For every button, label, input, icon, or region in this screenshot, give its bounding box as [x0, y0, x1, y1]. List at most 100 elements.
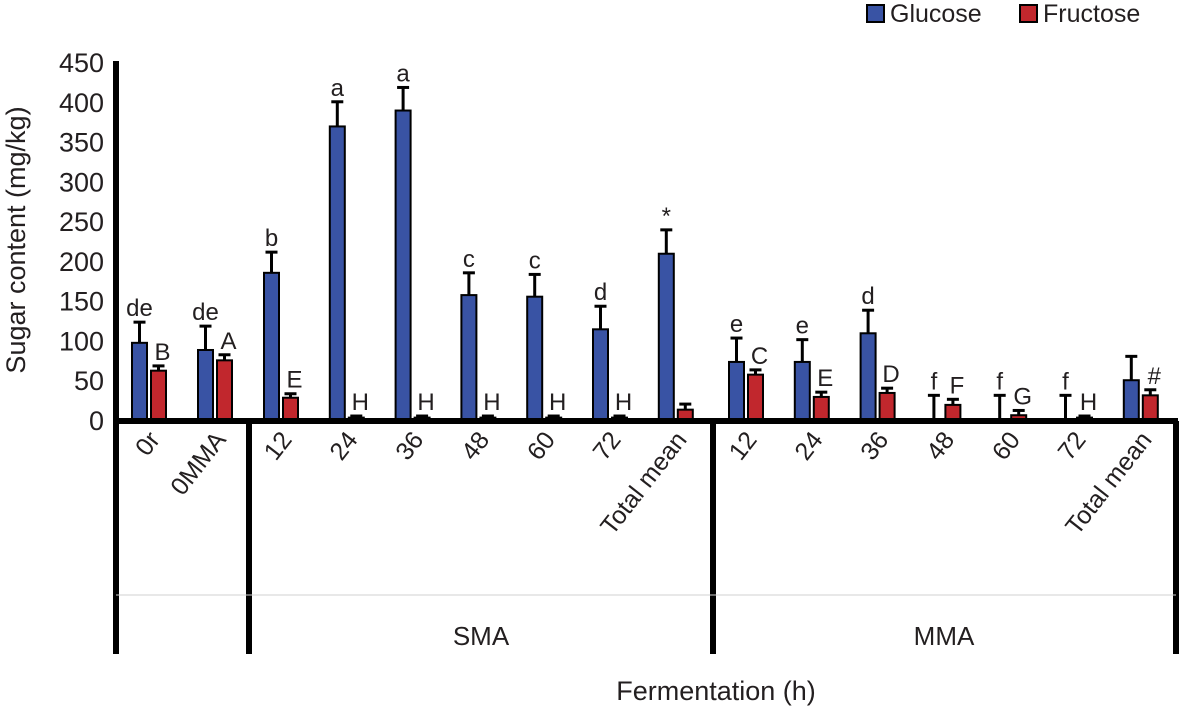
bar-fructose: B	[150, 339, 171, 422]
bar-glucose: *	[657, 203, 675, 421]
bar-rect	[282, 396, 299, 422]
y-tick-label: 250	[59, 207, 104, 237]
bar-glucose: f	[927, 368, 940, 420]
significance-label: d	[861, 283, 874, 310]
y-tick-label: 350	[59, 128, 104, 158]
bar-fructose: G	[1010, 383, 1032, 421]
x-tick-label: 72	[588, 426, 627, 465]
bar-glucose: f	[1059, 368, 1072, 420]
bar-fructose: #	[1141, 363, 1162, 421]
bar-fructose: E	[282, 367, 303, 422]
x-tick-label: 60	[522, 426, 561, 465]
bar-fructose: D	[878, 361, 900, 421]
significance-label: de	[192, 299, 219, 326]
bar-rect	[859, 332, 877, 422]
bar-rect	[812, 395, 830, 422]
significance-label: e	[796, 313, 809, 340]
significance-label: E	[817, 365, 833, 392]
significance-label: E	[286, 367, 302, 394]
bar-rect	[150, 369, 167, 422]
significance-label: b	[265, 225, 278, 252]
legend-label-glucose: Glucose	[890, 0, 982, 28]
x-tick-label: 24	[324, 426, 363, 465]
bar-rect	[131, 341, 148, 422]
bar-glucose: a	[394, 60, 412, 421]
legend-label-fructose: Fructose	[1043, 0, 1140, 28]
bar-fructose: E	[812, 365, 833, 422]
x-tick-label: 12	[724, 426, 763, 465]
legend-swatch-glucose	[866, 4, 885, 23]
bar-glucose: de	[126, 295, 153, 422]
significance-label: a	[396, 60, 410, 87]
significance-label: H	[483, 389, 500, 416]
x-tick-label: 0r	[130, 426, 166, 461]
bar-glucose: c	[526, 247, 544, 422]
x-axis-title: Fermentation (h)	[616, 676, 816, 706]
bar-fructose: H	[545, 389, 566, 422]
bar-rect	[526, 295, 544, 422]
x-tick-label: 48	[921, 426, 960, 465]
group-label-sma: SMA	[453, 621, 510, 651]
bar-rect	[657, 252, 675, 421]
bar-glucose: a	[328, 75, 346, 421]
significance-label: f	[996, 368, 1003, 395]
bar-glucose: f	[993, 368, 1006, 420]
x-tick-label: 24	[789, 426, 828, 465]
legend: Glucose Fructose	[866, 0, 1140, 28]
bar-fructose: H	[347, 389, 369, 422]
bar-glucose: e	[728, 311, 745, 421]
bar-rect	[460, 294, 478, 421]
significance-label: H	[352, 389, 369, 416]
significance-label: c	[463, 246, 475, 273]
bar-glucose: b	[263, 225, 280, 422]
y-tick-label: 100	[59, 326, 104, 356]
bar-rect	[1141, 394, 1159, 421]
bar-fructose: H	[611, 389, 632, 422]
bar-rect	[328, 125, 346, 421]
significance-label: f	[1062, 368, 1069, 395]
y-tick-label: 150	[59, 287, 104, 317]
y-axis-ticks: 0 50 100 150 200 250 300 350 400 450	[59, 48, 104, 436]
bar-glucose: d	[859, 283, 877, 422]
x-tick-label: 60	[987, 426, 1026, 465]
significance-label: c	[529, 247, 541, 274]
bar-rect	[592, 328, 609, 422]
bar-rect	[216, 359, 233, 422]
significance-label: #	[1148, 363, 1162, 390]
bar-glucose	[1122, 354, 1140, 422]
bar-rect	[263, 271, 280, 422]
significance-label: H	[417, 389, 434, 416]
y-tick-label: 450	[59, 48, 104, 78]
significance-label: f	[931, 368, 938, 395]
bar-rect	[747, 373, 764, 421]
significance-label: H	[1080, 389, 1097, 416]
y-tick-label: 0	[89, 406, 104, 436]
significance-label: d	[594, 279, 607, 306]
significance-label: G	[1013, 383, 1032, 410]
bar-fructose: A	[216, 328, 237, 422]
significance-label: *	[662, 203, 671, 230]
group-label-mma: MMA	[914, 621, 975, 651]
y-tick-label: 50	[74, 366, 104, 396]
bar-rect	[1122, 379, 1140, 422]
bars: de de b a a c c d * e e d f f f B A E H H H H H C E D F G H #	[126, 60, 1162, 422]
bar-rect	[728, 360, 745, 421]
bar-fructose: H	[1076, 389, 1097, 422]
bar-rect	[394, 109, 412, 421]
y-tick-label: 300	[59, 167, 104, 197]
y-tick-label: 400	[59, 88, 104, 118]
x-tick-label: 36	[390, 426, 429, 465]
x-tick-label: 0MMA	[165, 426, 232, 500]
significance-label: H	[549, 389, 566, 416]
bar-glucose: de	[192, 299, 219, 422]
x-tick-label: 36	[855, 426, 894, 465]
bar-glucose: d	[592, 279, 609, 422]
significance-label: C	[751, 343, 768, 370]
significance-label: e	[730, 311, 743, 338]
bar-fructose	[676, 402, 694, 421]
bar-glucose: c	[460, 246, 478, 421]
bar-fructose: C	[747, 343, 768, 421]
significance-label: A	[220, 328, 236, 355]
